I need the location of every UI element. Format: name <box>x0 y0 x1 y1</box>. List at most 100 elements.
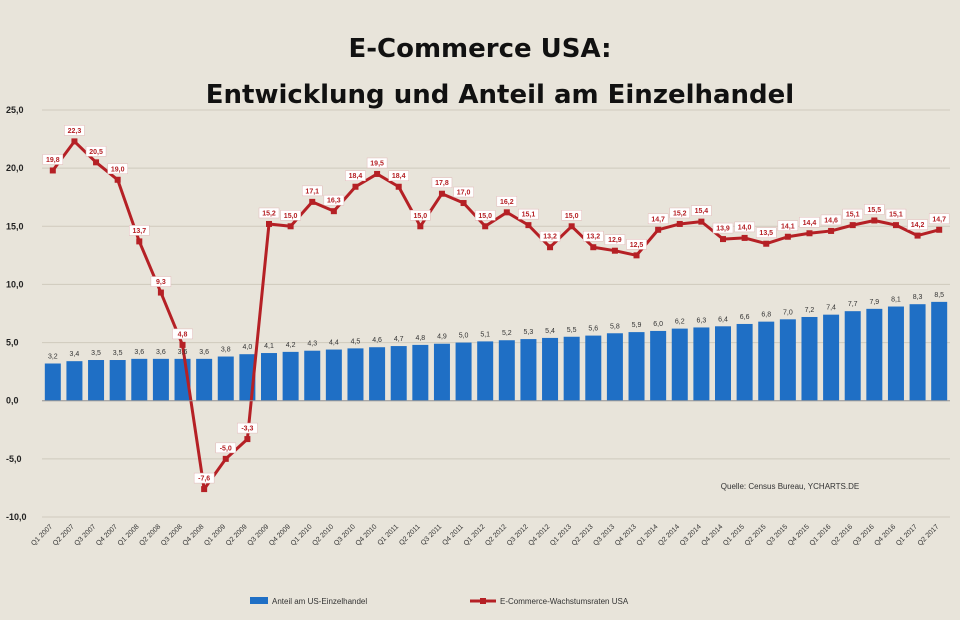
line-point <box>179 341 186 348</box>
y-tick-label: 5,0 <box>6 338 19 348</box>
bar-value-label: 4,8 <box>415 335 425 342</box>
line-series <box>49 138 943 493</box>
line-label-box <box>842 208 863 220</box>
data-labels: 3,2 3,4 3,5 3,5 3,6 3,6 3,6 3,6 3,8 4,0 4,1 4,2 4,3 4… <box>42 125 950 484</box>
legend-bar-label: Anteil am US-Einzelhandel <box>272 597 367 606</box>
line-point <box>741 234 748 241</box>
x-tick-label: Q1 2016 <box>809 523 833 547</box>
line-value-label: 15,1 <box>889 212 903 219</box>
x-tick-label: Q4 2008 <box>182 523 206 547</box>
line-point <box>676 220 683 227</box>
line-label-box <box>237 422 258 434</box>
line-label-box <box>712 222 734 234</box>
bar <box>671 328 688 401</box>
x-tick-label: Q4 2011 <box>441 523 465 547</box>
x-tick-label: Q1 2013 <box>549 523 573 547</box>
line-point <box>438 190 445 197</box>
line-value-label: 19,0 <box>111 166 125 173</box>
line-point <box>330 208 337 215</box>
x-tick-label: Q4 2010 <box>355 523 379 547</box>
bar-value-label: 4,4 <box>329 340 339 347</box>
line-point <box>114 176 121 183</box>
line-point <box>503 209 510 216</box>
line-point <box>568 223 575 230</box>
line-point <box>892 222 899 229</box>
bar <box>887 306 904 401</box>
line-label-box <box>107 163 128 175</box>
x-tick-label: Q2 2016 <box>830 523 854 547</box>
bar-value-label: 3,6 <box>134 349 144 356</box>
line-label-box <box>323 194 345 206</box>
bar-value-label: 6,0 <box>653 321 663 328</box>
bar-value-label: 5,9 <box>632 322 642 329</box>
bar-value-label: 8,1 <box>891 297 901 304</box>
x-tick-label: Q2 2012 <box>484 523 508 547</box>
line-point <box>763 240 770 247</box>
bar-value-label: 4,5 <box>351 338 361 345</box>
line-point <box>309 198 316 205</box>
line-value-label: -7,6 <box>198 476 210 483</box>
bar-value-label: 7,0 <box>783 309 793 316</box>
line-point <box>266 220 272 227</box>
x-tick-label: Q2 2017 <box>917 523 941 547</box>
bar <box>412 344 429 401</box>
bar-value-label: 3,5 <box>91 350 101 357</box>
x-tick-label: Q2 2014 <box>657 523 681 547</box>
line-point <box>136 238 143 245</box>
line-label-box <box>539 230 561 242</box>
line-value-label: 15,0 <box>478 213 492 220</box>
line-value-label: 20,5 <box>89 149 103 156</box>
bar <box>520 339 537 401</box>
bar-value-label: 8,3 <box>913 294 923 301</box>
line-value-label: 14,4 <box>803 220 817 227</box>
line-label-box <box>129 225 150 236</box>
bar <box>282 351 299 401</box>
bar <box>261 353 277 401</box>
line-label-box <box>907 219 928 230</box>
line-point <box>352 183 359 190</box>
bar-value-label: 5,4 <box>545 328 555 335</box>
bar <box>542 337 559 401</box>
line-value-label: 13,5 <box>759 230 773 237</box>
line-value-label: -5,0 <box>220 445 232 452</box>
bar-value-label: 3,6 <box>178 349 188 356</box>
bar-value-label: 7,4 <box>826 305 836 312</box>
line-value-label: 15,0 <box>565 213 579 220</box>
x-tick-label: Q1 2014 <box>636 523 660 547</box>
line-label-box <box>280 210 301 221</box>
x-tick-label: Q2 2010 <box>311 523 335 547</box>
line-value-label: 14,0 <box>738 224 752 231</box>
line-point <box>936 226 943 233</box>
line-value-label: 19,8 <box>46 157 60 164</box>
line-label-box <box>626 239 647 250</box>
line-label-box <box>172 328 193 340</box>
bar-value-label: 5,6 <box>588 326 598 333</box>
line-label-box <box>474 210 496 221</box>
bar <box>563 336 580 401</box>
legend-line-marker <box>480 598 486 604</box>
line-label-box <box>691 205 712 216</box>
bar-value-label: 7,7 <box>848 301 858 308</box>
bar-value-label: 5,3 <box>524 329 534 336</box>
line-value-label: 15,2 <box>673 210 687 217</box>
chart-title-line2: Entwicklung und Anteil am Einzelhandel <box>206 80 794 110</box>
bar <box>650 330 667 401</box>
line-label-box <box>820 214 842 226</box>
bar-value-label: 6,6 <box>740 314 750 321</box>
bar <box>715 326 731 401</box>
line-value-label: 14,1 <box>781 223 795 230</box>
line-point <box>698 218 705 225</box>
bar-value-label: 6,3 <box>697 317 707 324</box>
bar <box>779 319 796 401</box>
line-value-label: 19,5 <box>370 160 384 167</box>
x-tick-label: Q3 2010 <box>333 523 357 547</box>
x-tick-label: Q1 2017 <box>895 523 919 547</box>
y-tick-label: 0,0 <box>6 396 19 406</box>
x-tick-label: Q2 2008 <box>138 523 162 547</box>
bar <box>844 311 861 401</box>
line-value-label: 13,9 <box>716 226 730 233</box>
line-path <box>51 139 940 491</box>
line-label-box <box>388 170 409 181</box>
bar <box>369 347 386 401</box>
